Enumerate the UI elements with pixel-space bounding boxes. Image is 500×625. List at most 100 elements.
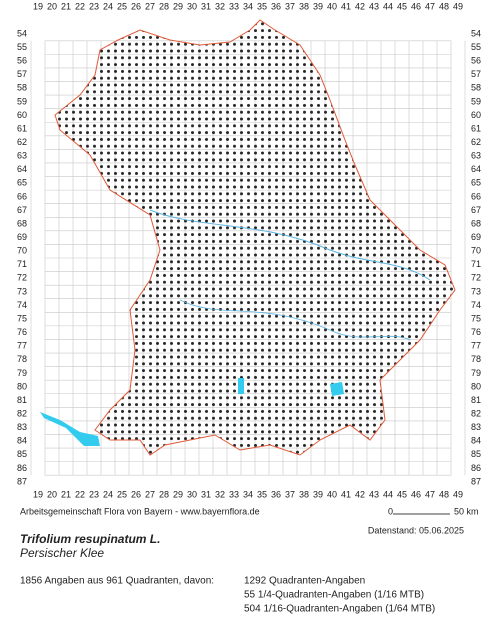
column-label: 28 (159, 489, 169, 499)
row-label: 82 (17, 408, 27, 418)
column-label: 30 (187, 1, 197, 11)
column-label: 49 (453, 1, 463, 11)
river (149, 209, 431, 281)
row-label: 64 (17, 164, 27, 174)
row-label: 67 (471, 205, 481, 215)
lake (40, 412, 100, 446)
column-label: 24 (103, 489, 113, 499)
column-label: 20 (47, 489, 57, 499)
row-label: 82 (471, 408, 481, 418)
row-label: 65 (17, 178, 27, 188)
row-label: 55 (17, 42, 27, 52)
column-label: 37 (285, 1, 295, 11)
stat-line: 1292 Quadranten-Angaben (244, 576, 365, 587)
row-label: 54 (471, 28, 481, 38)
row-label: 79 (17, 368, 27, 378)
row-label: 58 (17, 83, 27, 93)
row-label: 70 (471, 246, 481, 256)
column-label: 48 (439, 489, 449, 499)
column-label: 23 (89, 489, 99, 499)
column-label: 42 (355, 1, 365, 11)
column-label: 46 (411, 489, 421, 499)
row-label: 60 (471, 110, 481, 120)
row-label: 70 (17, 246, 27, 256)
row-label: 63 (17, 151, 27, 161)
column-label: 47 (425, 1, 435, 11)
row-label: 87 (17, 476, 27, 486)
row-label: 76 (17, 327, 27, 337)
row-label: 57 (471, 69, 481, 79)
column-label: 28 (159, 1, 169, 11)
column-label: 44 (383, 489, 393, 499)
row-label: 58 (471, 83, 481, 93)
row-label: 67 (17, 205, 27, 215)
column-label: 29 (173, 1, 183, 11)
row-label: 73 (17, 286, 27, 296)
column-label: 40 (327, 489, 337, 499)
column-label: 41 (341, 1, 351, 11)
scale-end: 50 km (454, 506, 479, 516)
row-label: 68 (17, 218, 27, 228)
column-label: 36 (271, 489, 281, 499)
row-label: 77 (471, 341, 481, 351)
column-label: 34 (243, 1, 253, 11)
row-label: 66 (17, 191, 27, 201)
row-label: 73 (471, 286, 481, 296)
column-label: 34 (243, 489, 253, 499)
row-label: 84 (471, 436, 481, 446)
row-label: 81 (471, 395, 481, 405)
row-label: 81 (17, 395, 27, 405)
column-label: 21 (61, 1, 71, 11)
column-label: 19 (33, 489, 43, 499)
row-label: 62 (17, 137, 27, 147)
row-label: 62 (471, 137, 481, 147)
row-label: 71 (17, 259, 27, 269)
column-label: 40 (327, 1, 337, 11)
column-label: 26 (131, 1, 141, 11)
column-label: 29 (173, 489, 183, 499)
column-label: 38 (299, 1, 309, 11)
column-label: 22 (75, 1, 85, 11)
row-label: 80 (17, 381, 27, 391)
column-label: 39 (313, 489, 323, 499)
column-label: 37 (285, 489, 295, 499)
column-label: 44 (383, 1, 393, 11)
river (179, 299, 411, 341)
column-label: 32 (215, 1, 225, 11)
row-label: 86 (17, 463, 27, 473)
column-label: 31 (201, 489, 211, 499)
stat-line: 55 1/4-Quadranten-Angaben (1/16 MTB) (244, 590, 424, 601)
date: Datenstand: 05.06.2025 (368, 525, 464, 535)
column-label: 42 (355, 489, 365, 499)
stat-line: 504 1/16-Quadranten-Angaben (1/64 MTB) (244, 604, 435, 615)
common-name: Persischer Klee (20, 546, 104, 560)
column-label: 24 (103, 1, 113, 11)
lake (238, 378, 244, 394)
row-label: 84 (17, 436, 27, 446)
row-label: 77 (17, 341, 27, 351)
column-label: 26 (131, 489, 141, 499)
column-label: 41 (341, 489, 351, 499)
column-label: 25 (117, 1, 127, 11)
column-label: 47 (425, 489, 435, 499)
row-label: 56 (17, 56, 27, 66)
row-label: 80 (471, 381, 481, 391)
row-label: 61 (471, 123, 481, 133)
column-label: 43 (369, 489, 379, 499)
record-dots (55, 20, 455, 455)
row-label: 72 (17, 273, 27, 283)
column-label: 43 (369, 1, 379, 11)
column-label: 32 (215, 489, 225, 499)
row-label: 83 (471, 422, 481, 432)
column-label: 23 (89, 1, 99, 11)
row-label: 78 (471, 354, 481, 364)
column-label: 36 (271, 1, 281, 11)
row-label: 64 (471, 164, 481, 174)
species-name: Trifolium resupinatum L. (20, 532, 160, 546)
column-label: 21 (61, 489, 71, 499)
column-label: 45 (397, 1, 407, 11)
row-label: 87 (471, 476, 481, 486)
row-label: 85 (471, 449, 481, 459)
row-label: 63 (471, 151, 481, 161)
column-label: 33 (229, 1, 239, 11)
